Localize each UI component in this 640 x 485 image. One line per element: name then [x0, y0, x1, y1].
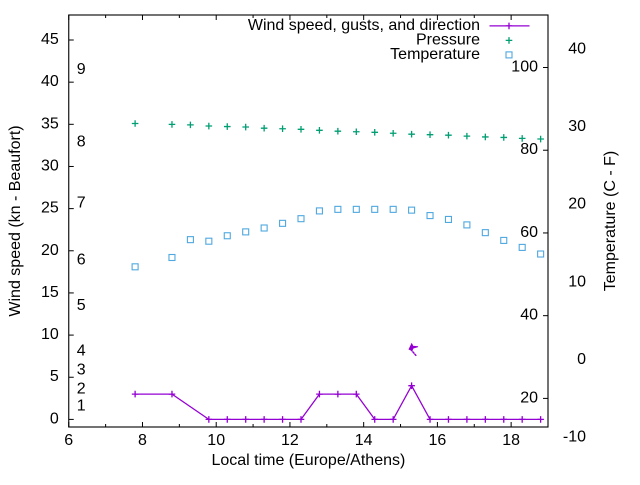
- svg-text:4: 4: [77, 343, 86, 360]
- svg-text:16: 16: [429, 432, 447, 449]
- svg-text:0: 0: [50, 410, 59, 427]
- svg-text:12: 12: [281, 432, 299, 449]
- svg-text:100: 100: [511, 59, 538, 76]
- svg-text:10: 10: [207, 432, 225, 449]
- svg-text:40: 40: [41, 73, 59, 90]
- svg-text:25: 25: [41, 200, 59, 217]
- svg-text:30: 30: [41, 157, 59, 174]
- svg-text:20: 20: [568, 196, 586, 213]
- svg-text:1: 1: [77, 397, 86, 414]
- svg-text:15: 15: [41, 284, 59, 301]
- svg-text:45: 45: [41, 31, 59, 48]
- svg-text:20: 20: [41, 242, 59, 259]
- svg-text:40: 40: [520, 307, 538, 324]
- svg-text:7: 7: [77, 194, 86, 211]
- svg-text:20: 20: [520, 389, 538, 406]
- svg-text:80: 80: [520, 141, 538, 158]
- svg-text:5: 5: [77, 297, 86, 314]
- svg-text:60: 60: [520, 224, 538, 241]
- svg-text:35: 35: [41, 115, 59, 132]
- svg-text:8: 8: [77, 133, 86, 150]
- svg-text:-10: -10: [563, 429, 586, 446]
- svg-text:6: 6: [77, 251, 86, 268]
- svg-text:10: 10: [568, 273, 586, 290]
- svg-text:9: 9: [77, 61, 86, 78]
- svg-text:2: 2: [77, 381, 86, 398]
- svg-text:Temperature: Temperature: [390, 46, 480, 63]
- svg-text:Wind speed (kn - Beaufort): Wind speed (kn - Beaufort): [7, 125, 24, 316]
- svg-text:40: 40: [568, 40, 586, 57]
- svg-text:Temperature (C - F): Temperature (C - F): [602, 151, 619, 291]
- svg-text:10: 10: [41, 326, 59, 343]
- svg-text:8: 8: [138, 432, 147, 449]
- svg-text:18: 18: [502, 432, 520, 449]
- svg-text:14: 14: [355, 432, 373, 449]
- svg-text:3: 3: [77, 362, 86, 379]
- svg-text:6: 6: [64, 432, 73, 449]
- svg-text:0: 0: [577, 351, 586, 368]
- svg-text:5: 5: [50, 368, 59, 385]
- svg-text:Local time (Europe/Athens): Local time (Europe/Athens): [211, 452, 405, 469]
- svg-text:30: 30: [568, 118, 586, 135]
